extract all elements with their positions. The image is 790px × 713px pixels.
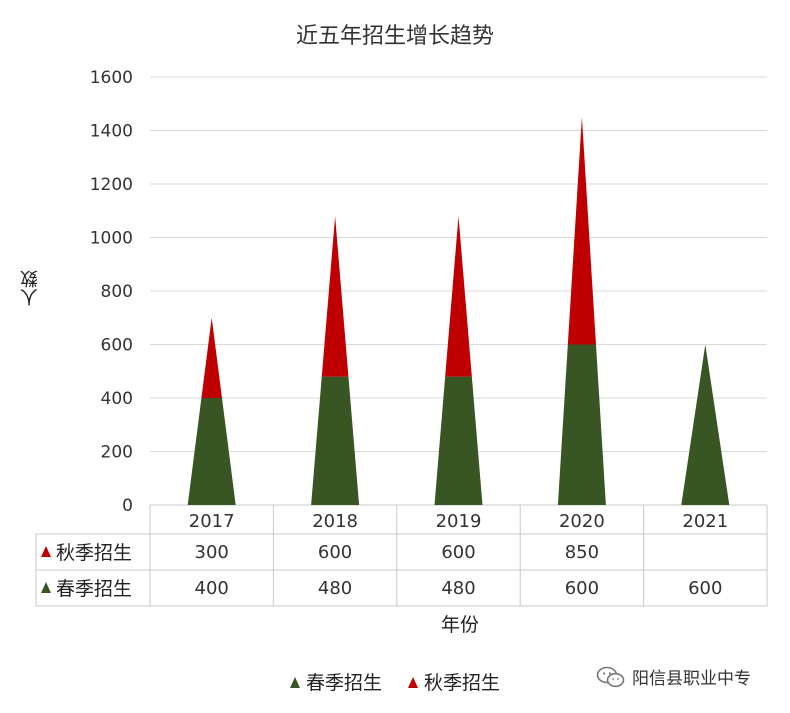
table-value-spring: 480 bbox=[318, 578, 352, 599]
chart-title: 近五年招生增长趋势 bbox=[295, 24, 494, 49]
y-tick-label: 1000 bbox=[90, 229, 133, 249]
y-tick-label: 600 bbox=[101, 336, 133, 356]
bar-spring-2017 bbox=[187, 398, 236, 505]
legend-label-spring: 春季招生 bbox=[305, 672, 382, 694]
y-tick-label: 1400 bbox=[90, 122, 133, 142]
y-tick-label: 200 bbox=[101, 443, 133, 463]
bar-autumn-2019 bbox=[445, 216, 472, 377]
x-tick-label: 2018 bbox=[312, 511, 358, 532]
y-tick-label: 0 bbox=[122, 496, 133, 516]
x-axis-label: 年份 bbox=[440, 614, 479, 636]
y-axis-label: 人数 bbox=[20, 270, 41, 306]
y-tick-label: 800 bbox=[101, 282, 133, 302]
y-tick-label: 400 bbox=[101, 389, 133, 409]
table-value-spring: 600 bbox=[688, 578, 722, 599]
table-row-label-autumn: 秋季招生 bbox=[56, 542, 132, 564]
y-tick-label: 1200 bbox=[90, 175, 133, 195]
table-value-autumn: 850 bbox=[565, 542, 599, 563]
y-tick-label: 1600 bbox=[90, 68, 133, 88]
x-tick-label: 2021 bbox=[682, 511, 728, 532]
x-tick-label: 2019 bbox=[436, 511, 482, 532]
legend: 春季招生 秋季招生 bbox=[0, 668, 790, 695]
bar-spring-2021 bbox=[681, 344, 730, 505]
x-tick-label: 2017 bbox=[189, 511, 235, 532]
legend-label-autumn: 秋季招生 bbox=[424, 672, 501, 694]
table-value-spring: 480 bbox=[441, 578, 475, 599]
table-value-spring: 600 bbox=[565, 578, 599, 599]
watermark-text: 阳信县职业中专 bbox=[632, 669, 751, 689]
table-marker-spring bbox=[41, 582, 51, 593]
table-value-autumn: 600 bbox=[441, 542, 475, 563]
legend-marker-autumn bbox=[408, 677, 419, 688]
bar-autumn-2017 bbox=[201, 317, 222, 398]
table-value-spring: 400 bbox=[195, 578, 229, 599]
bar-autumn-2018 bbox=[321, 216, 349, 377]
table-value-autumn: 600 bbox=[318, 542, 352, 563]
legend-marker-spring bbox=[289, 677, 300, 688]
x-tick-label: 2020 bbox=[559, 511, 605, 532]
bar-spring-2018 bbox=[311, 376, 360, 505]
watermark: 阳信县职业中专 bbox=[596, 664, 751, 689]
bar-autumn-2020 bbox=[567, 117, 596, 345]
bar-spring-2020 bbox=[557, 344, 606, 505]
table-row-label-spring: 春季招生 bbox=[56, 578, 132, 600]
legend-item-autumn: 秋季招生 bbox=[408, 668, 500, 695]
bar-spring-2019 bbox=[434, 376, 483, 505]
table-marker-autumn bbox=[41, 546, 51, 557]
table-value-autumn: 300 bbox=[195, 542, 229, 563]
wechat-icon bbox=[596, 666, 625, 687]
legend-item-spring: 春季招生 bbox=[289, 668, 382, 695]
